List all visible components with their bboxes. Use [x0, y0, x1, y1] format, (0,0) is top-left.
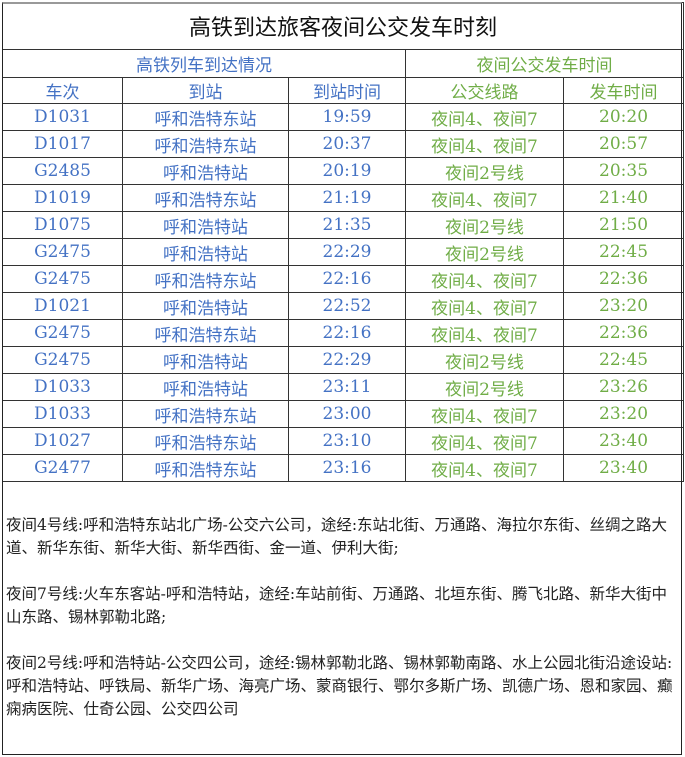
column-header-departure-time: 发车时间: [562, 77, 685, 104]
cell-bus-line: 夜间2号线: [405, 238, 564, 266]
note-line-2: 夜间2号线:呼和浩特站-公交四公司，途经:锡林郭勒北路、锡林郭勒南路、水上公园北…: [6, 654, 673, 718]
cell-arrival-time: 21:19: [288, 184, 406, 212]
table-row: D1019 呼和浩特东站 21:19 夜间4、夜间7 21:40: [2, 184, 685, 212]
cell-bus-line: 夜间4、夜间7: [405, 319, 564, 347]
cell-train-number: G2485: [2, 157, 123, 185]
cell-train-number: G2475: [2, 346, 123, 374]
cell-train-number: G2477: [2, 454, 123, 482]
cell-bus-line: 夜间2号线: [405, 157, 564, 185]
cell-arrival-time: 19:59: [288, 103, 406, 131]
arrival-group-header: 高铁列车到达情况: [2, 49, 406, 78]
cell-station: 呼和浩特东站: [122, 184, 289, 212]
cell-train-number: D1075: [2, 211, 123, 239]
cell-station: 呼和浩特东站: [122, 130, 289, 158]
table-row: D1021 呼和浩特站 22:52 夜间4、夜间7 23:20: [2, 292, 685, 320]
cell-departure-time: 22:36: [562, 319, 685, 347]
cell-bus-line: 夜间4、夜间7: [405, 427, 564, 455]
cell-arrival-time: 22:16: [288, 319, 406, 347]
table-row: D1033 呼和浩特东站 23:00 夜间4、夜间7 23:20: [2, 400, 685, 428]
cell-arrival-time: 23:11: [288, 373, 406, 401]
note-line-4: 夜间4号线:呼和浩特东站北广场-公交六公司，途经:东站北街、万通路、海拉尔东街、…: [6, 516, 668, 557]
cell-departure-time: 21:50: [562, 211, 685, 239]
cell-departure-time: 22:45: [562, 238, 685, 266]
cell-station: 呼和浩特站: [122, 292, 289, 320]
table-row: D1075 呼和浩特站 21:35 夜间2号线 21:50: [2, 211, 685, 239]
cell-train-number: D1017: [2, 130, 123, 158]
cell-station: 呼和浩特东站: [122, 265, 289, 293]
cell-station: 呼和浩特东站: [122, 454, 289, 482]
table-row: D1031 呼和浩特东站 19:59 夜间4、夜间7 20:20: [2, 103, 685, 131]
cell-bus-line: 夜间4、夜间7: [405, 292, 564, 320]
cell-arrival-time: 20:19: [288, 157, 406, 185]
cell-departure-time: 23:26: [562, 373, 685, 401]
table-row: G2475 呼和浩特东站 22:16 夜间4、夜间7 22:36: [2, 265, 685, 293]
column-header-arrival-time: 到站时间: [288, 77, 406, 104]
table-row: D1027 呼和浩特东站 23:10 夜间4、夜间7 23:40: [2, 427, 685, 455]
cell-train-number: D1033: [2, 400, 123, 428]
cell-arrival-time: 23:16: [288, 454, 406, 482]
cell-station: 呼和浩特站: [122, 211, 289, 239]
cell-station: 呼和浩特站: [122, 157, 289, 185]
cell-station: 呼和浩特东站: [122, 400, 289, 428]
cell-bus-line: 夜间4、夜间7: [405, 184, 564, 212]
bus-group-header: 夜间公交发车时间: [404, 49, 685, 78]
cell-departure-time: 22:36: [562, 265, 685, 293]
cell-departure-time: 20:35: [562, 157, 685, 185]
note-line-7: 夜间7号线:火车东客站-呼和浩特站，途经:车站前街、万通路、北垣东街、腾飞北路、…: [6, 585, 668, 626]
cell-arrival-time: 22:29: [288, 346, 406, 374]
cell-bus-line: 夜间2号线: [405, 373, 564, 401]
cell-train-number: D1031: [2, 103, 123, 131]
table-row: D1017 呼和浩特东站 20:37 夜间4、夜间7 20:57: [2, 130, 685, 158]
cell-train-number: D1019: [2, 184, 123, 212]
cell-departure-time: 22:45: [562, 346, 685, 374]
cell-bus-line: 夜间4、夜间7: [405, 400, 564, 428]
schedule-table: 高铁到达旅客夜间公交发车时刻 高铁列车到达情况 夜间公交发车时间 车次 到站 到…: [1, 2, 685, 482]
table-row: G2485 呼和浩特站 20:19 夜间2号线 20:35: [2, 157, 685, 185]
table-row: G2477 呼和浩特东站 23:16 夜间4、夜间7 23:40: [2, 454, 685, 482]
cell-departure-time: 20:20: [562, 103, 685, 131]
table-row: G2475 呼和浩特站 22:29 夜间2号线 22:45: [2, 238, 685, 266]
cell-station: 呼和浩特东站: [122, 427, 289, 455]
table-row: D1033 呼和浩特站 23:11 夜间2号线 23:26: [2, 373, 685, 401]
cell-train-number: G2475: [2, 238, 123, 266]
cell-train-number: G2475: [2, 319, 123, 347]
cell-arrival-time: 23:10: [288, 427, 406, 455]
cell-bus-line: 夜间4、夜间7: [405, 454, 564, 482]
cell-bus-line: 夜间2号线: [405, 346, 564, 374]
cell-station: 呼和浩特站: [122, 238, 289, 266]
cell-train-number: G2475: [2, 265, 123, 293]
cell-bus-line: 夜间2号线: [405, 211, 564, 239]
page-title: 高铁到达旅客夜间公交发车时刻: [1, 2, 685, 50]
route-notes: 夜间4号线:呼和浩特东站北广场-公交六公司，途经:东站北街、万通路、海拉尔东街、…: [6, 514, 678, 744]
cell-station: 呼和浩特站: [122, 346, 289, 374]
cell-departure-time: 21:40: [562, 184, 685, 212]
table-row: G2475 呼和浩特站 22:29 夜间2号线 22:45: [2, 346, 685, 374]
cell-arrival-time: 22:29: [288, 238, 406, 266]
cell-departure-time: 23:40: [562, 454, 685, 482]
cell-departure-time: 23:40: [562, 427, 685, 455]
